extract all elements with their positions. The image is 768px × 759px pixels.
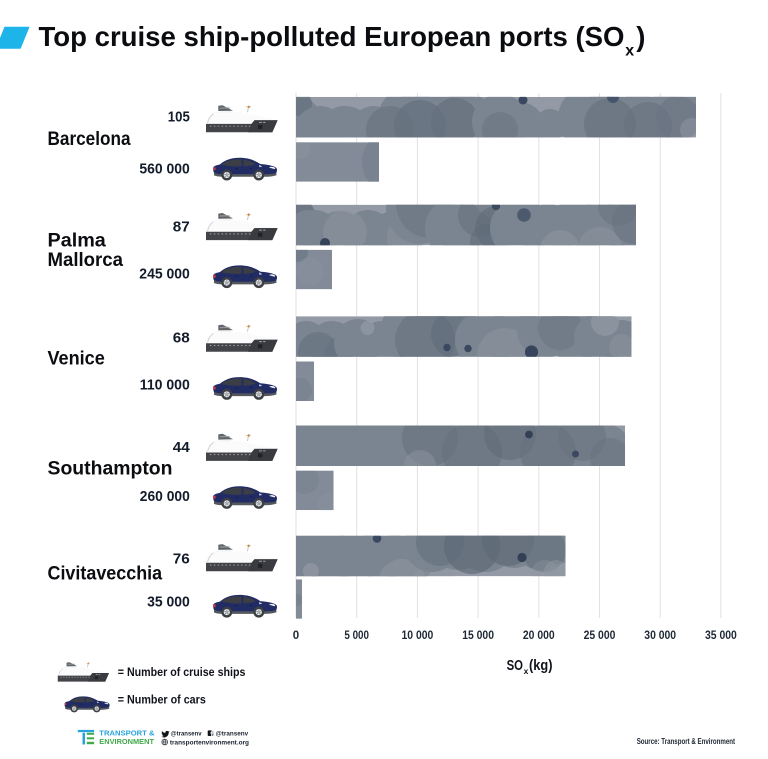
svg-text:560 000: 560 000: [139, 162, 189, 178]
svg-text:x: x: [625, 43, 634, 60]
svg-text:Venice: Venice: [48, 348, 105, 370]
svg-text:68: 68: [173, 331, 190, 347]
svg-text:Civitavecchia: Civitavecchia: [48, 563, 163, 585]
svg-text:ENVIRONMENT: ENVIRONMENT: [99, 739, 154, 746]
svg-text:245 000: 245 000: [139, 267, 190, 283]
svg-text:= Number of cars: = Number of cars: [118, 692, 206, 706]
svg-text:30 000: 30 000: [644, 630, 676, 642]
svg-text:Barcelona: Barcelona: [48, 128, 131, 150]
svg-text:105: 105: [168, 110, 190, 126]
svg-text:Mallorca: Mallorca: [48, 249, 124, 271]
svg-text:TRANSPORT &: TRANSPORT &: [99, 731, 154, 738]
svg-text:260 000: 260 000: [140, 489, 190, 505]
svg-text:35 000: 35 000: [705, 630, 737, 642]
svg-text:Palma: Palma: [48, 229, 106, 251]
svg-text:Source: Transport & Environmen: Source: Transport & Environment: [637, 737, 736, 746]
svg-text:20 000: 20 000: [523, 630, 555, 642]
svg-text:35 000: 35 000: [147, 595, 190, 611]
svg-text:SO: SO: [507, 658, 523, 674]
svg-text:10 000: 10 000: [402, 630, 434, 642]
svg-text:15 000: 15 000: [462, 630, 494, 642]
svg-text:@transenv: @transenv: [171, 731, 202, 738]
svg-text:0: 0: [293, 630, 299, 642]
svg-text:44: 44: [173, 440, 190, 456]
svg-text:5 000: 5 000: [344, 630, 369, 642]
svg-text:x: x: [524, 666, 529, 676]
svg-text:87: 87: [173, 220, 190, 236]
svg-text:): ): [636, 21, 645, 52]
svg-text:110 000: 110 000: [140, 378, 190, 394]
svg-text:Top cruise ship-polluted Europ: Top cruise ship-polluted European ports …: [39, 21, 625, 52]
svg-text:76: 76: [173, 552, 190, 568]
svg-text:= Number of cruise ships: = Number of cruise ships: [118, 665, 246, 679]
svg-text:25 000: 25 000: [584, 630, 616, 642]
svg-text:Southampton: Southampton: [48, 458, 173, 480]
svg-text:(kg): (kg): [529, 658, 553, 674]
svg-text:@transenv: @transenv: [216, 731, 249, 738]
svg-text:transportenvironment.org: transportenvironment.org: [170, 740, 249, 747]
